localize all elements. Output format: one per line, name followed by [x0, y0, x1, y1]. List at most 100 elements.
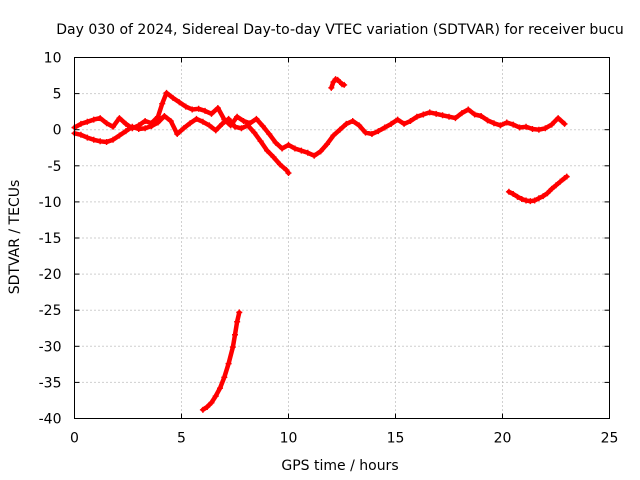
data-point [458, 110, 465, 117]
data-point [180, 125, 187, 132]
data-point [251, 129, 258, 136]
data-point [253, 115, 260, 122]
data-point [272, 139, 279, 146]
data-point [563, 173, 570, 180]
data-point [204, 403, 211, 410]
data-point [548, 121, 555, 128]
data-point [439, 112, 446, 119]
axis-ticks: 0 5 10 15 20 25 10 5 0 -5 -10 -15 -20 -25 -30 -35 -40 [39, 51, 619, 447]
data-point [535, 195, 542, 202]
series-trace [72, 90, 567, 158]
data-point [90, 136, 97, 143]
y-axis-label: SDTVAR / TECUs [7, 180, 23, 295]
series-trace [200, 310, 242, 413]
data-point [234, 318, 241, 325]
data-point [349, 118, 356, 125]
data-point [174, 131, 181, 138]
data-point [229, 344, 236, 351]
data-point [523, 123, 530, 130]
data-point [381, 124, 388, 131]
data-point [446, 113, 452, 120]
data-point [542, 125, 549, 132]
data-point [236, 309, 243, 316]
data-point [77, 131, 84, 138]
data-point [497, 122, 504, 129]
data-point [553, 182, 559, 189]
data-point [514, 193, 521, 200]
data-point [433, 110, 440, 117]
data-point [276, 161, 283, 168]
data-point [523, 197, 530, 204]
series-lower-streak [199, 309, 243, 413]
data-point [110, 123, 117, 130]
y-tick-label: 5 [53, 87, 62, 103]
data-point [341, 81, 348, 88]
data-point [187, 120, 194, 127]
data-point [142, 125, 149, 132]
data-point [484, 117, 491, 124]
data-point [202, 107, 209, 114]
data-point [135, 125, 142, 132]
data-point [555, 115, 562, 122]
y-tick-label: -10 [39, 195, 62, 211]
data-point [401, 120, 408, 127]
y-tick-label: -25 [39, 303, 62, 319]
data-point [285, 141, 292, 148]
data-point [225, 360, 232, 367]
y-tick-label: -30 [39, 339, 62, 355]
data-point [142, 118, 149, 125]
y-tick-label: -40 [39, 412, 62, 428]
x-tick-label: 10 [280, 431, 298, 447]
data-point [336, 126, 343, 133]
data-point [279, 145, 286, 152]
data-point [159, 100, 166, 107]
data-point [129, 123, 136, 130]
y-tick-label: 10 [44, 51, 62, 67]
data-point [259, 123, 266, 130]
data-point [116, 115, 123, 122]
data-point [505, 188, 512, 195]
data-point [193, 115, 200, 122]
data-point [343, 120, 350, 127]
data-point [330, 132, 337, 139]
data-point [208, 399, 215, 406]
data-point [225, 115, 232, 122]
data-point [324, 141, 331, 148]
data-point [122, 128, 129, 135]
data-point [548, 185, 555, 192]
data-point [510, 190, 517, 197]
data-point [471, 111, 478, 118]
data-point [238, 125, 245, 132]
data-point [561, 120, 568, 127]
data-point [407, 118, 414, 125]
data-point [291, 145, 298, 152]
data-point [557, 178, 564, 185]
series-main-trace-lower [71, 112, 292, 177]
data-point [356, 122, 363, 129]
grid-lines [74, 57, 610, 419]
data-point [234, 113, 241, 120]
data-point [264, 147, 271, 154]
data-point [413, 113, 420, 120]
y-tick-label: 0 [53, 123, 62, 139]
data-point [266, 131, 273, 138]
data-point [270, 154, 277, 161]
data-point [208, 110, 215, 117]
y-tick-label: -15 [39, 231, 62, 247]
data-point [199, 118, 206, 125]
data-point [97, 138, 104, 145]
data-point [122, 120, 129, 127]
data-point [317, 148, 324, 155]
data-point [544, 190, 551, 197]
x-tick-label: 25 [601, 431, 619, 447]
y-tick-label: -20 [39, 267, 62, 283]
data-point [176, 99, 183, 106]
y-tick-label: -5 [48, 159, 62, 175]
data-point [388, 120, 395, 127]
data-point [154, 119, 161, 126]
data-point [195, 105, 202, 112]
data-point [516, 124, 523, 131]
data-point [518, 196, 525, 203]
data-point [77, 120, 84, 127]
